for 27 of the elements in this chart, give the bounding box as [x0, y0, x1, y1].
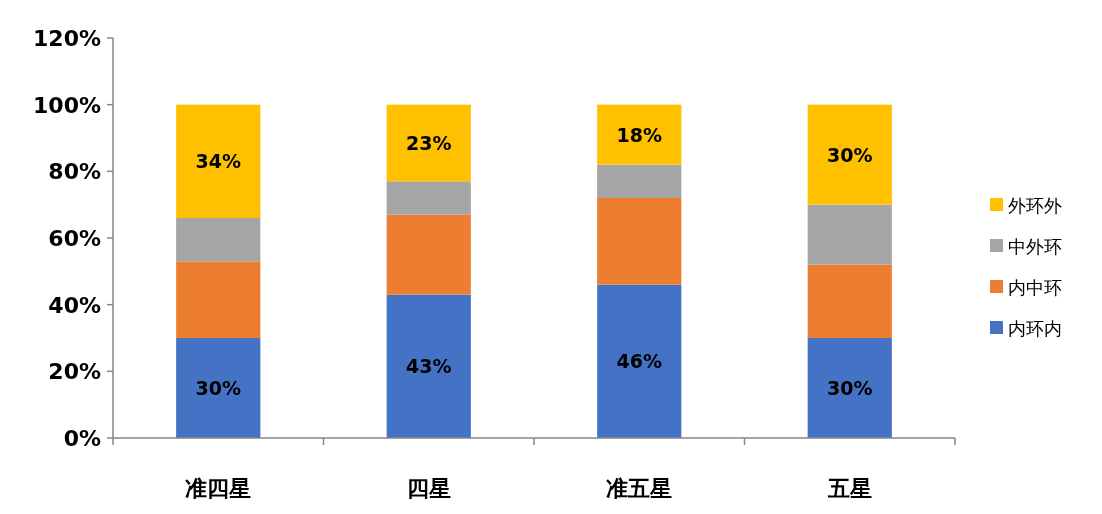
legend-label: 中外环 — [1008, 236, 1062, 257]
y-tick-label: 40% — [48, 292, 101, 318]
y-tick-label: 20% — [48, 359, 101, 385]
data-label: 34% — [195, 150, 241, 173]
data-label: 30% — [827, 377, 873, 399]
y-tick-label: 0% — [63, 426, 101, 451]
legend-item: 内环内 — [990, 318, 1062, 339]
x-tick-label: 五星 — [826, 476, 872, 501]
data-label: 23% — [406, 132, 452, 154]
x-tick-label: 准五星 — [606, 476, 673, 501]
legend-item: 外环外 — [990, 195, 1062, 216]
data-label: 46% — [616, 350, 662, 373]
data-label: 18% — [616, 123, 662, 146]
legend-label: 内中环 — [1008, 277, 1062, 298]
data-label: 30% — [827, 143, 873, 166]
data-label: 43% — [406, 355, 452, 378]
y-tick-label: 60% — [48, 226, 101, 251]
y-tick-label: 100% — [33, 92, 101, 118]
legend-label: 内环内 — [1008, 318, 1062, 339]
x-tick-label: 四星 — [406, 476, 451, 501]
y-tick-label: 120% — [33, 26, 101, 51]
legend-item: 内中环 — [990, 277, 1062, 298]
legend-label: 外环外 — [1008, 195, 1062, 216]
x-tick-label: 准四星 — [185, 476, 252, 501]
data-label: 30% — [195, 377, 241, 399]
y-tick-label: 80% — [48, 159, 101, 185]
legend-item: 中外环 — [990, 236, 1062, 257]
